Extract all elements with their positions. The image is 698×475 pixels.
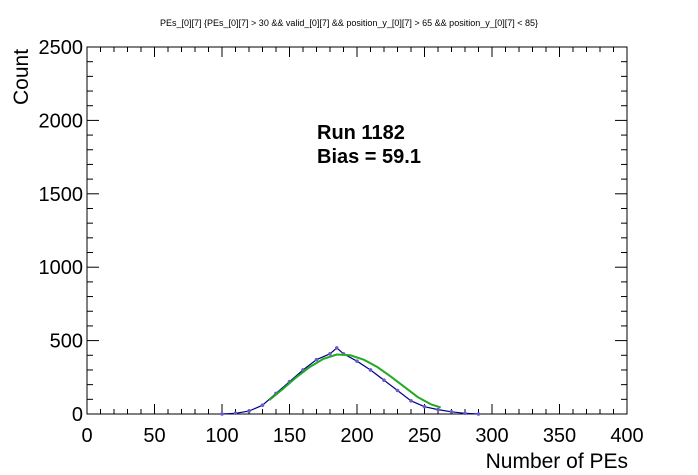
x-axis-title: Number of PEs (486, 450, 628, 473)
x-tick-label: 0 (81, 425, 92, 447)
histogram-point (368, 368, 373, 372)
histogram-line (221, 347, 479, 415)
chart-title: PEs_[0][7] {PEs_[0][7] > 30 && valid_[0]… (160, 18, 538, 28)
histogram-point (233, 411, 238, 416)
x-tick-label: 400 (610, 425, 643, 447)
histogram-point (334, 346, 339, 350)
x-tick-label: 50 (143, 425, 165, 447)
annotation-run: Run 1182 (317, 122, 405, 144)
histogram-point (247, 409, 251, 413)
histogram-point (463, 411, 467, 416)
x-tick-label: 200 (340, 425, 373, 447)
plot-frame (86, 46, 628, 415)
x-tick-label: 350 (543, 425, 576, 447)
x-tick-label: 250 (408, 425, 441, 447)
x-tick-label: 300 (475, 425, 508, 447)
histogram-point (449, 409, 454, 414)
y-tick-label: 2000 (39, 110, 84, 132)
histogram-point (314, 357, 319, 362)
y-tick-label: 0 (72, 404, 83, 426)
y-tick-label: 1500 (39, 184, 84, 206)
histogram-point (355, 359, 359, 363)
x-tick-label: 150 (273, 425, 306, 447)
y-tick-label: 1000 (39, 257, 84, 279)
histogram-point (220, 412, 224, 416)
fit-line (268, 353, 441, 409)
histogram-point (476, 412, 481, 416)
histogram-point (328, 352, 332, 356)
y-tick-label: 2500 (39, 37, 84, 59)
y-tick-label: 500 (50, 331, 83, 353)
annotation-bias: Bias = 59.1 (317, 146, 421, 168)
histogram-point (436, 407, 440, 412)
y-axis-title: Count (10, 49, 33, 105)
histogram-point (422, 404, 427, 409)
histogram-point (395, 388, 400, 393)
fit-series (268, 353, 441, 409)
x-tick-label: 100 (205, 425, 238, 447)
axes: 0 50 100 150 200 250 300 350 400 0 500 1000 1500 2000… (39, 37, 644, 447)
histogram-point (260, 403, 265, 407)
histogram-series (220, 346, 481, 416)
histogram-point (382, 378, 386, 383)
histogram-point (409, 398, 413, 403)
